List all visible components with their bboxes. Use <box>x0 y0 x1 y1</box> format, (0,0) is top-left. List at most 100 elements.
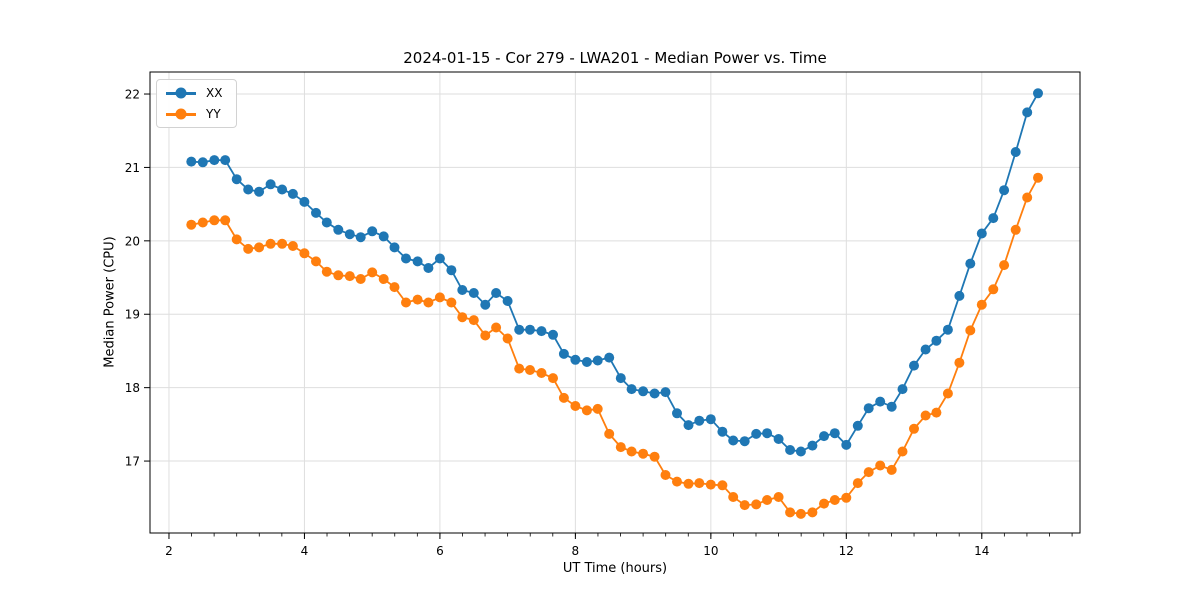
data-point-xx <box>819 431 829 442</box>
data-point-yy <box>649 451 660 462</box>
data-point-xx <box>220 155 231 166</box>
data-point-yy <box>401 297 411 308</box>
data-point-yy <box>819 498 829 509</box>
data-point-yy <box>863 467 874 478</box>
data-point-xx <box>852 420 863 431</box>
data-point-xx <box>548 329 558 340</box>
data-point-xx <box>807 440 818 451</box>
data-point-yy <box>186 219 197 230</box>
data-point-xx <box>423 263 434 273</box>
data-point-yy <box>717 480 728 491</box>
data-point-xx <box>401 253 411 264</box>
data-point-yy <box>841 492 852 503</box>
data-point-xx <box>197 157 208 168</box>
x-tick-label: 8 <box>572 544 580 558</box>
data-point-yy <box>852 478 863 489</box>
data-point-yy <box>491 322 502 333</box>
data-point-xx <box>412 256 423 267</box>
data-point-xx <box>638 386 649 397</box>
data-point-xx <box>841 439 852 450</box>
data-point-yy <box>739 500 750 511</box>
data-point-yy <box>231 234 242 245</box>
data-point-xx <box>1033 88 1043 99</box>
legend-label: XX <box>206 86 223 100</box>
data-point-yy <box>378 274 389 284</box>
data-point-yy <box>581 405 592 416</box>
x-tick-label: 4 <box>301 544 309 558</box>
data-point-yy <box>220 215 231 226</box>
data-point-yy <box>333 270 344 281</box>
data-point-yy <box>287 241 298 251</box>
data-point-yy <box>705 479 716 490</box>
data-point-xx <box>243 184 254 195</box>
data-point-xx <box>468 288 479 298</box>
data-point-xx <box>277 184 288 195</box>
legend-marker-icon <box>175 108 187 120</box>
series-line-xx <box>191 92 1039 453</box>
data-point-yy <box>311 256 321 267</box>
data-point-yy <box>615 442 626 453</box>
y-tick-label: 20 <box>125 234 140 248</box>
data-point-yy <box>344 271 355 282</box>
data-point-xx <box>321 217 332 228</box>
plot-frame <box>149 71 1081 534</box>
data-point-xx <box>592 355 603 366</box>
data-point-yy <box>728 492 739 502</box>
data-point-xx <box>751 428 762 439</box>
data-point-yy <box>592 403 603 414</box>
data-point-yy <box>536 368 547 378</box>
data-point-yy <box>389 282 400 293</box>
data-point-yy <box>480 330 491 341</box>
data-point-xx <box>739 436 750 447</box>
data-point-yy <box>795 508 806 519</box>
data-point-yy <box>785 507 796 518</box>
data-point-xx <box>795 446 806 457</box>
data-point-xx <box>954 290 965 301</box>
y-tick-label: 18 <box>125 381 140 395</box>
y-tick-label: 22 <box>125 88 140 102</box>
data-point-yy <box>660 470 671 480</box>
data-point-xx <box>355 232 366 243</box>
data-point-xx <box>762 428 773 439</box>
data-point-yy <box>762 495 773 505</box>
data-point-xx <box>389 242 400 253</box>
data-point-xx <box>717 426 728 437</box>
data-point-xx <box>897 384 908 395</box>
legend-item-yy: YY <box>166 107 222 121</box>
data-point-xx <box>265 179 276 190</box>
data-point-xx <box>863 403 874 414</box>
data-point-yy <box>457 312 468 323</box>
data-point-xx <box>965 258 976 269</box>
legend: XX YY <box>156 79 238 128</box>
data-point-yy <box>321 266 332 277</box>
data-point-yy <box>954 357 965 368</box>
data-point-xx <box>491 288 502 298</box>
data-point-xx <box>434 253 445 264</box>
y-tick-label: 21 <box>125 161 140 175</box>
data-point-xx <box>1022 107 1033 118</box>
data-point-xx <box>683 420 694 431</box>
data-point-xx <box>660 387 671 398</box>
data-point-yy <box>254 242 265 253</box>
data-point-xx <box>333 224 344 235</box>
data-point-xx <box>457 285 468 295</box>
data-point-xx <box>525 324 535 335</box>
data-point-yy <box>829 495 840 505</box>
data-point-yy <box>367 267 378 278</box>
data-point-xx <box>581 357 592 367</box>
x-tick-label: 12 <box>839 544 854 558</box>
data-point-xx <box>1010 147 1021 157</box>
data-point-xx <box>446 265 457 276</box>
data-point-xx <box>615 373 626 384</box>
data-point-xx <box>976 228 987 239</box>
data-point-yy <box>355 274 366 284</box>
data-point-yy <box>468 315 479 326</box>
data-point-xx <box>875 396 886 407</box>
data-point-yy <box>209 215 220 226</box>
data-point-xx <box>558 348 569 359</box>
data-point-yy <box>965 325 976 336</box>
data-point-xx <box>988 213 999 224</box>
data-point-xx <box>942 324 953 335</box>
